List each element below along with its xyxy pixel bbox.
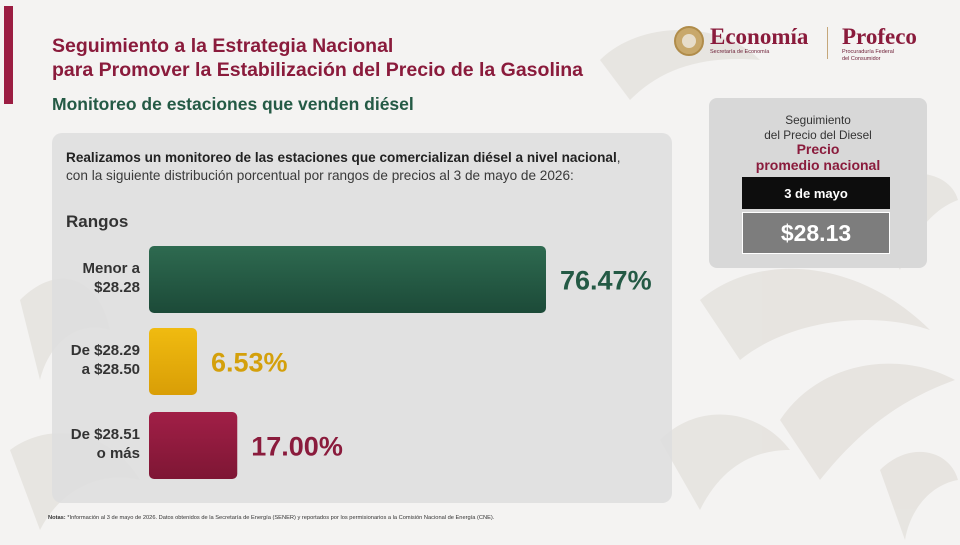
value-label-menor: 76.47%: [560, 266, 652, 296]
profeco-logo-sub-line1: Procuraduría Federal: [842, 49, 894, 55]
bar-medio: [149, 328, 197, 395]
economia-logo: Economía: [710, 24, 809, 49]
value-label-mayor: 17.00%: [251, 432, 343, 462]
notes-text: *Información al 3 de mayo de 2026. Datos…: [67, 515, 495, 521]
price-card-highlight-line1: Precio: [796, 141, 840, 157]
category-label-mayor-2: o más: [97, 445, 140, 462]
logos: Economía Secretaría de Economía Profeco …: [674, 24, 936, 64]
bar-menor: [149, 246, 546, 313]
profeco-logo: Profeco: [842, 24, 917, 49]
page-title-line2: para Promover la Estabilización del Prec…: [52, 59, 584, 81]
price-card-date: 3 de mayo: [742, 177, 890, 209]
mexico-seal-icon: [674, 26, 704, 56]
category-label-medio-2: a $28.50: [82, 361, 140, 378]
price-card-value: $28.13: [742, 212, 890, 254]
page-title-line1: Seguimiento a la Estrategia Nacional: [52, 35, 394, 57]
category-label-medio-1: De $28.29: [71, 342, 140, 359]
intro-text: Realizamos un monitoreo de las estacione…: [66, 149, 666, 185]
intro-comma: ,: [616, 150, 621, 165]
intro-line1: Realizamos un monitoreo de las estacione…: [66, 149, 666, 167]
notes-label: Notas:: [48, 515, 66, 521]
economia-logo-sub: Secretaría de Economía: [710, 49, 770, 55]
price-card-highlight: Precio promedio nacional: [709, 141, 927, 173]
bar-mayor: [149, 412, 238, 479]
intro-bold: Realizamos un monitoreo de las estacione…: [66, 150, 617, 165]
profeco-logo-sub: Procuraduría Federal del Consumidor: [842, 49, 922, 62]
accent-bar: [4, 6, 13, 104]
price-card-title: Seguimiento del Precio del Diesel: [709, 113, 927, 142]
price-card-title-line2: del Precio del Diesel: [764, 127, 872, 142]
footnotes: Notas: *Información al 3 de mayo de 2026…: [48, 515, 928, 521]
intro-line2: con la siguiente distribución porcentual…: [66, 168, 574, 183]
category-label-menor-1: Menor a: [82, 260, 140, 277]
rangos-label: Rangos: [66, 212, 129, 231]
logo-divider: [827, 27, 828, 59]
section-subtitle: Monitoreo de estaciones que venden diése…: [52, 94, 414, 114]
category-label-mayor-1: De $28.51: [71, 426, 140, 443]
price-card-title-line1: Seguimiento: [785, 113, 851, 127]
value-label-medio: 6.53%: [211, 348, 288, 378]
page-title: Seguimiento a la Estrategia Nacional par…: [52, 34, 652, 82]
category-label-menor-2: $28.28: [94, 279, 140, 296]
bar-chart: Menor a $28.28 76.47% De $28.29 a $28.50 6.53…: [71, 246, 652, 479]
profeco-logo-sub-line2: del Consumidor: [842, 55, 881, 62]
price-card-highlight-line2: promedio nacional: [755, 156, 881, 173]
